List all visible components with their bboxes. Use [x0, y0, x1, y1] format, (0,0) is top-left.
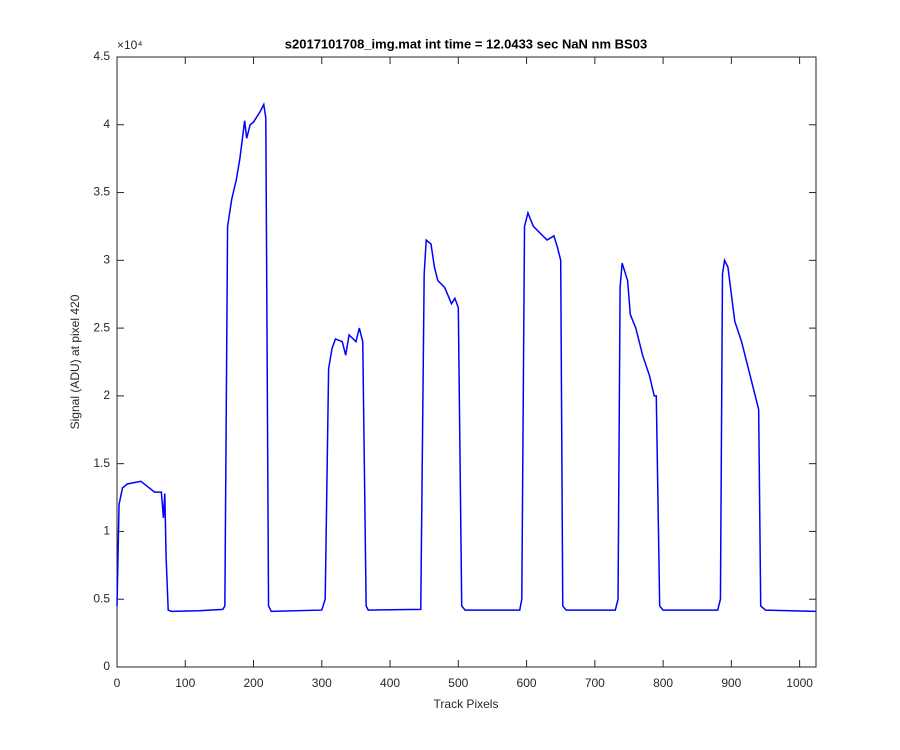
y-tick-label: 2.5 [93, 320, 110, 334]
chart-title: s2017101708_img.mat int time = 12.0433 s… [285, 36, 647, 51]
y-tick-label: 0 [103, 659, 110, 673]
y-tick-label: 1 [103, 524, 110, 538]
x-tick-label: 900 [721, 676, 741, 690]
x-tick-label: 1000 [786, 676, 813, 690]
x-tick-label: 500 [448, 676, 468, 690]
x-tick-label: 0 [114, 676, 121, 690]
x-tick-label: 800 [653, 676, 673, 690]
y-tick-label: 0.5 [93, 591, 110, 605]
x-tick-label: 600 [517, 676, 537, 690]
x-axis-label: Track Pixels [434, 697, 499, 711]
y-tick-label: 4 [103, 117, 110, 131]
x-tick-label: 200 [244, 676, 264, 690]
y-tick-label: 1.5 [93, 456, 110, 470]
x-tick-label: 400 [380, 676, 400, 690]
data-line [116, 101, 817, 613]
x-tick-label: 300 [312, 676, 332, 690]
x-tick-label: 700 [585, 676, 605, 690]
y-tick-label: 3.5 [93, 185, 110, 199]
x-tick-label: 100 [175, 676, 195, 690]
plot-box [116, 56, 817, 668]
y-tick-label: 3 [103, 253, 110, 267]
y-tick-label: 2 [103, 388, 110, 402]
y-tick-label: 4.5 [93, 49, 110, 63]
y-exponent: ×10⁴ [117, 38, 143, 52]
y-axis-label: Signal (ADU) at pixel 420 [68, 294, 82, 429]
